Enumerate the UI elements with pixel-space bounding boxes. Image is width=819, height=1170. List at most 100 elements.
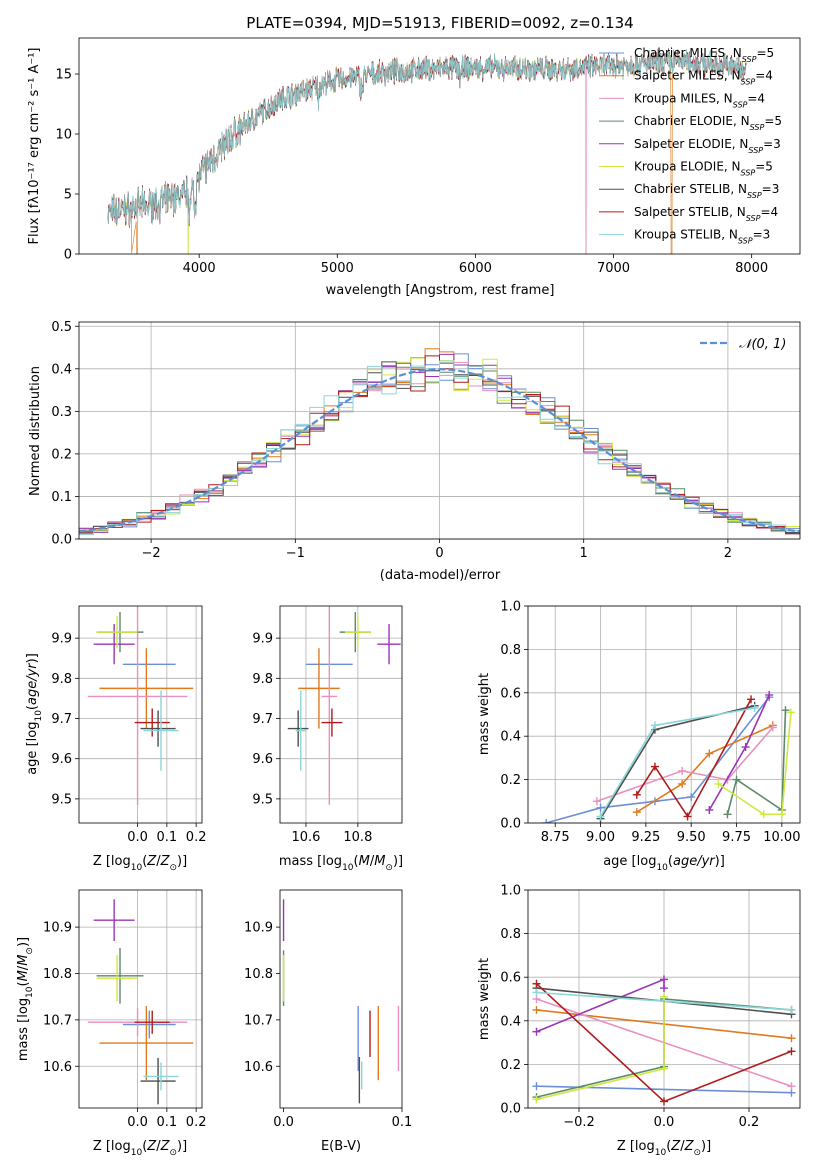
- weight-line: [717, 712, 792, 816]
- x-axis-label: E(B-V): [321, 1139, 361, 1154]
- x-tick-label: 0.1: [157, 830, 178, 845]
- weight-marker: [787, 1047, 796, 1056]
- y-tick-label: 9.7: [252, 712, 273, 727]
- panel-z-mass: 0.0 0.1 0.2 10.6 10.7 10.8 10.9 Z [log10(Z/Z⊙)]…: [16, 889, 206, 1158]
- y-tick-label: 0.2: [500, 773, 521, 788]
- legend-label: Kroupa MILES, NSSP=4: [634, 91, 765, 109]
- panel-z-weight: −0.2 0.0 0.2 0.0 0.2 0.4 0.6 0.8 1.0 Z [log10(Z/Z…: [477, 884, 801, 1158]
- weight-marker: [532, 1005, 541, 1014]
- weight-line: [596, 726, 774, 803]
- y-tick-label: 10.6: [43, 1060, 72, 1075]
- x-tick-label: 2: [724, 546, 732, 561]
- panel-residuals: −2 −1 0 1 2 0.0 0.1 0.2 0.3 0.4 0.5 𝒩(0, 1) (data-mo…: [28, 320, 801, 583]
- weight-marker: [747, 695, 756, 704]
- errorbar-point: [134, 708, 170, 737]
- weight-marker: [687, 792, 696, 801]
- weight-line: [636, 724, 774, 813]
- weight-line: [536, 991, 792, 1011]
- plot-area: [542, 690, 795, 823]
- weight-marker: [650, 721, 659, 730]
- y-tick-label: 15: [55, 68, 72, 83]
- legend-label: Kroupa STELIB, NSSP=3: [634, 228, 770, 246]
- weight-marker: [768, 723, 777, 732]
- y-tick-label: 0: [64, 248, 72, 263]
- weight-marker: [660, 1097, 668, 1106]
- errorbar-point: [377, 624, 401, 665]
- panel-age-weight: 8.75 9.00 9.25 9.50 9.75 10.00 0.0 0.2 0.4 0.6 0.8…: [477, 600, 800, 874]
- x-tick-label: 1: [580, 546, 588, 561]
- plot-area: [79, 348, 800, 536]
- x-tick-label: 0.0: [273, 1115, 294, 1130]
- y-tick-label: 1.0: [500, 600, 521, 615]
- weight-marker: [787, 1082, 796, 1091]
- x-tick-label: 10.8: [343, 830, 372, 845]
- x-tick-label: 10.6: [291, 830, 320, 845]
- errorbar-point: [287, 710, 309, 747]
- x-tick-label: 10.00: [763, 830, 800, 845]
- y-tick-label: 9.6: [51, 752, 72, 767]
- x-tick-label: 9.00: [586, 830, 615, 845]
- panel-spectrum: 4000 5000 6000 7000 8000 0 5 10 15 wavelength [An…: [27, 37, 801, 298]
- x-tick-label: 0.1: [392, 1115, 413, 1130]
- panel-ebv-mass: 0.0 0.1 10.6 10.7 10.8 10.9 E(B-V): [244, 889, 413, 1154]
- weight-line: [636, 698, 752, 819]
- y-tick-label: 9.6: [252, 752, 273, 767]
- y-tick-label: 10.8: [244, 967, 273, 982]
- errorbar-point: [321, 606, 338, 805]
- y-tick-label: 0.1: [51, 490, 72, 505]
- weight-line: [726, 710, 787, 815]
- errorbar-point: [143, 1062, 179, 1091]
- y-tick-label: 9.8: [51, 672, 72, 687]
- y-tick-label: 0.0: [51, 533, 72, 548]
- x-tick-label: 0.2: [186, 830, 207, 845]
- y-tick-label: 0.8: [500, 643, 521, 658]
- y-tick-label: 10: [55, 128, 72, 143]
- y-tick-label: 0.6: [500, 686, 521, 701]
- weight-marker: [532, 988, 541, 997]
- y-tick-label: 0.4: [500, 730, 521, 745]
- errorbar-point: [93, 899, 135, 942]
- weight-marker: [759, 810, 768, 819]
- weight-marker: [660, 984, 668, 993]
- legend-label: Salpeter STELIB, NSSP=4: [634, 205, 778, 223]
- weight-marker: [596, 812, 605, 821]
- x-tick-label: 6000: [459, 261, 492, 276]
- weight-marker: [632, 790, 641, 799]
- weight-marker: [777, 810, 786, 819]
- legend-label: Chabrier MILES, NSSP=5: [634, 46, 774, 64]
- y-tick-label: 9.5: [252, 792, 273, 807]
- x-tick-label: −1: [286, 546, 305, 561]
- weight-marker: [532, 1082, 541, 1091]
- y-tick-label: 0.5: [51, 320, 72, 335]
- chart-title: PLATE=0394, MJD=51913, FIBERID=0092, z=0…: [246, 14, 633, 32]
- x-tick-label: 0.1: [157, 1115, 178, 1130]
- y-tick-label: 9.8: [252, 672, 273, 687]
- y-tick-label: 10.9: [43, 921, 72, 936]
- x-axis-label: Z [log10(Z/Z⊙)]: [93, 1139, 187, 1158]
- x-tick-label: 0.0: [654, 1115, 675, 1130]
- errorbar-point: [96, 947, 144, 1004]
- y-tick-label: 1.0: [500, 884, 521, 899]
- weight-marker: [714, 779, 723, 788]
- legend-label: Chabrier STELIB, NSSP=3: [634, 182, 779, 200]
- x-tick-label: 9.25: [631, 830, 660, 845]
- y-axis-label: mass [log10(M/M⊙)]: [16, 937, 35, 1061]
- weight-marker: [781, 706, 790, 715]
- weight-marker: [632, 808, 641, 817]
- x-tick-label: 0.0: [127, 830, 148, 845]
- spectrum-line: [107, 49, 747, 227]
- x-tick-label: −0.2: [563, 1115, 595, 1130]
- errorbar-point: [87, 606, 188, 805]
- x-tick-label: 8.75: [541, 830, 570, 845]
- legend: Chabrier MILES, NSSP=5 Salpeter MILES, NS…: [599, 46, 782, 245]
- errorbar-point: [344, 616, 371, 649]
- x-tick-label: 0.2: [739, 1115, 760, 1130]
- y-tick-label: 10.6: [244, 1060, 273, 1075]
- weight-marker: [596, 803, 605, 812]
- x-axis-label: Z [log10(Z/Z⊙)]: [617, 1139, 711, 1158]
- weight-marker: [683, 812, 692, 821]
- x-tick-label: 9.75: [722, 830, 751, 845]
- weight-marker: [786, 708, 795, 717]
- legend-label: 𝒩(0, 1): [739, 337, 786, 352]
- axes-frame: [78, 889, 203, 1109]
